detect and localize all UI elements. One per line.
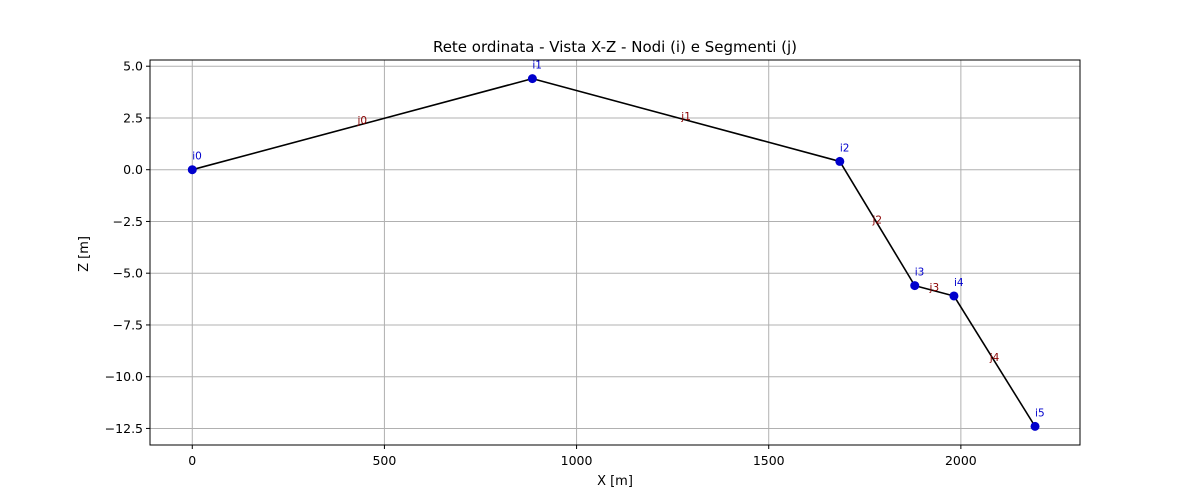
node-label: i5 <box>1035 407 1045 419</box>
node-label: i2 <box>840 142 850 154</box>
axis-ticks: 0 500 1000 1500 2000 5.0 2.5 0.0 −2.5 −5.0 −7.5 −10… <box>105 59 977 468</box>
chart-title: Rete ordinata - Vista X-Z - Nodi (i) e S… <box>433 38 797 56</box>
node-marker <box>910 281 920 291</box>
network-line <box>192 77 1036 427</box>
x-tick-label: 2000 <box>945 453 977 468</box>
node-label: i4 <box>954 277 964 289</box>
y-axis-title: Z [m] <box>77 236 92 272</box>
segment-label: j2 <box>871 215 882 227</box>
segment-line <box>192 77 533 171</box>
segment-line <box>953 295 1036 427</box>
labels: j0 j1 j2 j3 j4 i0 i1 i2 i3 i4 i5 <box>192 60 1044 420</box>
nodes <box>187 74 1040 431</box>
y-tick-label: −5.0 <box>113 266 143 281</box>
node-marker <box>187 165 197 175</box>
node-marker <box>527 74 537 84</box>
x-axis-title: X [m] <box>597 474 633 489</box>
segment-line <box>914 284 955 297</box>
grid <box>150 60 1080 445</box>
node-label: i1 <box>532 60 542 72</box>
y-tick-label: 5.0 <box>123 59 143 74</box>
node-marker <box>949 291 959 301</box>
y-tick-label: −7.5 <box>113 317 143 332</box>
x-tick-label: 500 <box>372 453 396 468</box>
x-tick-label: 0 <box>188 453 196 468</box>
node-marker <box>1030 421 1040 431</box>
node-label: i0 <box>192 151 202 163</box>
segment-line <box>532 77 841 163</box>
plot-area-frame <box>149 59 1081 446</box>
y-tick-label: −10.0 <box>105 369 143 384</box>
node-marker <box>835 156 845 166</box>
y-tick-label: −12.5 <box>105 421 143 436</box>
segment-label: j4 <box>989 352 1000 364</box>
segment-label: j1 <box>680 111 691 123</box>
y-tick-label: 0.0 <box>123 162 143 177</box>
segment-label: j3 <box>929 282 940 294</box>
segment-line <box>839 161 916 287</box>
y-tick-label: −2.5 <box>113 214 143 229</box>
y-tick-label: 2.5 <box>123 110 143 125</box>
segment-label: j0 <box>357 115 368 127</box>
x-tick-label: 1000 <box>561 453 593 468</box>
node-label: i3 <box>915 267 925 279</box>
x-tick-label: 1500 <box>753 453 785 468</box>
